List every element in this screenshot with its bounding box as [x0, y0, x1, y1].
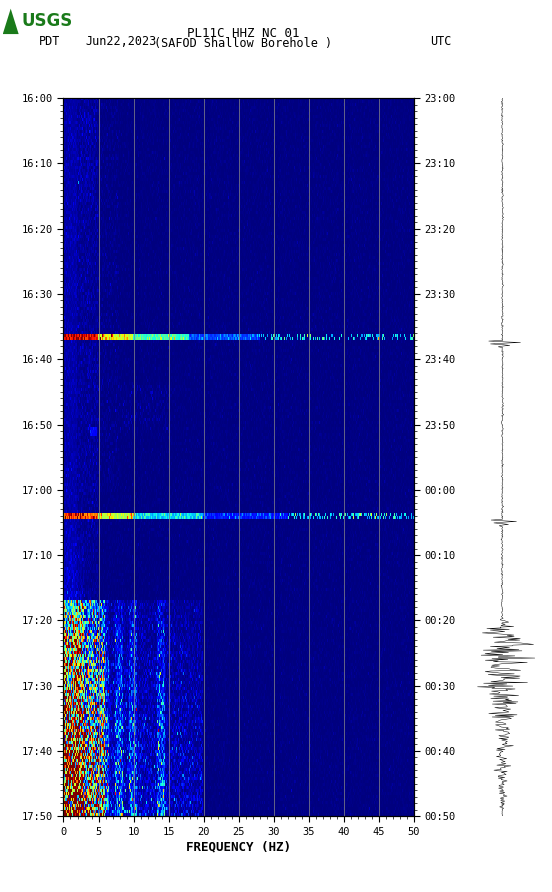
- Polygon shape: [3, 9, 19, 34]
- Text: PL11C HHZ NC 01: PL11C HHZ NC 01: [187, 27, 299, 39]
- X-axis label: FREQUENCY (HZ): FREQUENCY (HZ): [186, 841, 291, 854]
- Text: Jun22,2023: Jun22,2023: [86, 36, 157, 48]
- Text: UTC: UTC: [431, 36, 452, 48]
- Text: (SAFOD Shallow Borehole ): (SAFOD Shallow Borehole ): [154, 37, 332, 50]
- Text: USGS: USGS: [22, 12, 72, 30]
- Text: PDT: PDT: [39, 36, 60, 48]
